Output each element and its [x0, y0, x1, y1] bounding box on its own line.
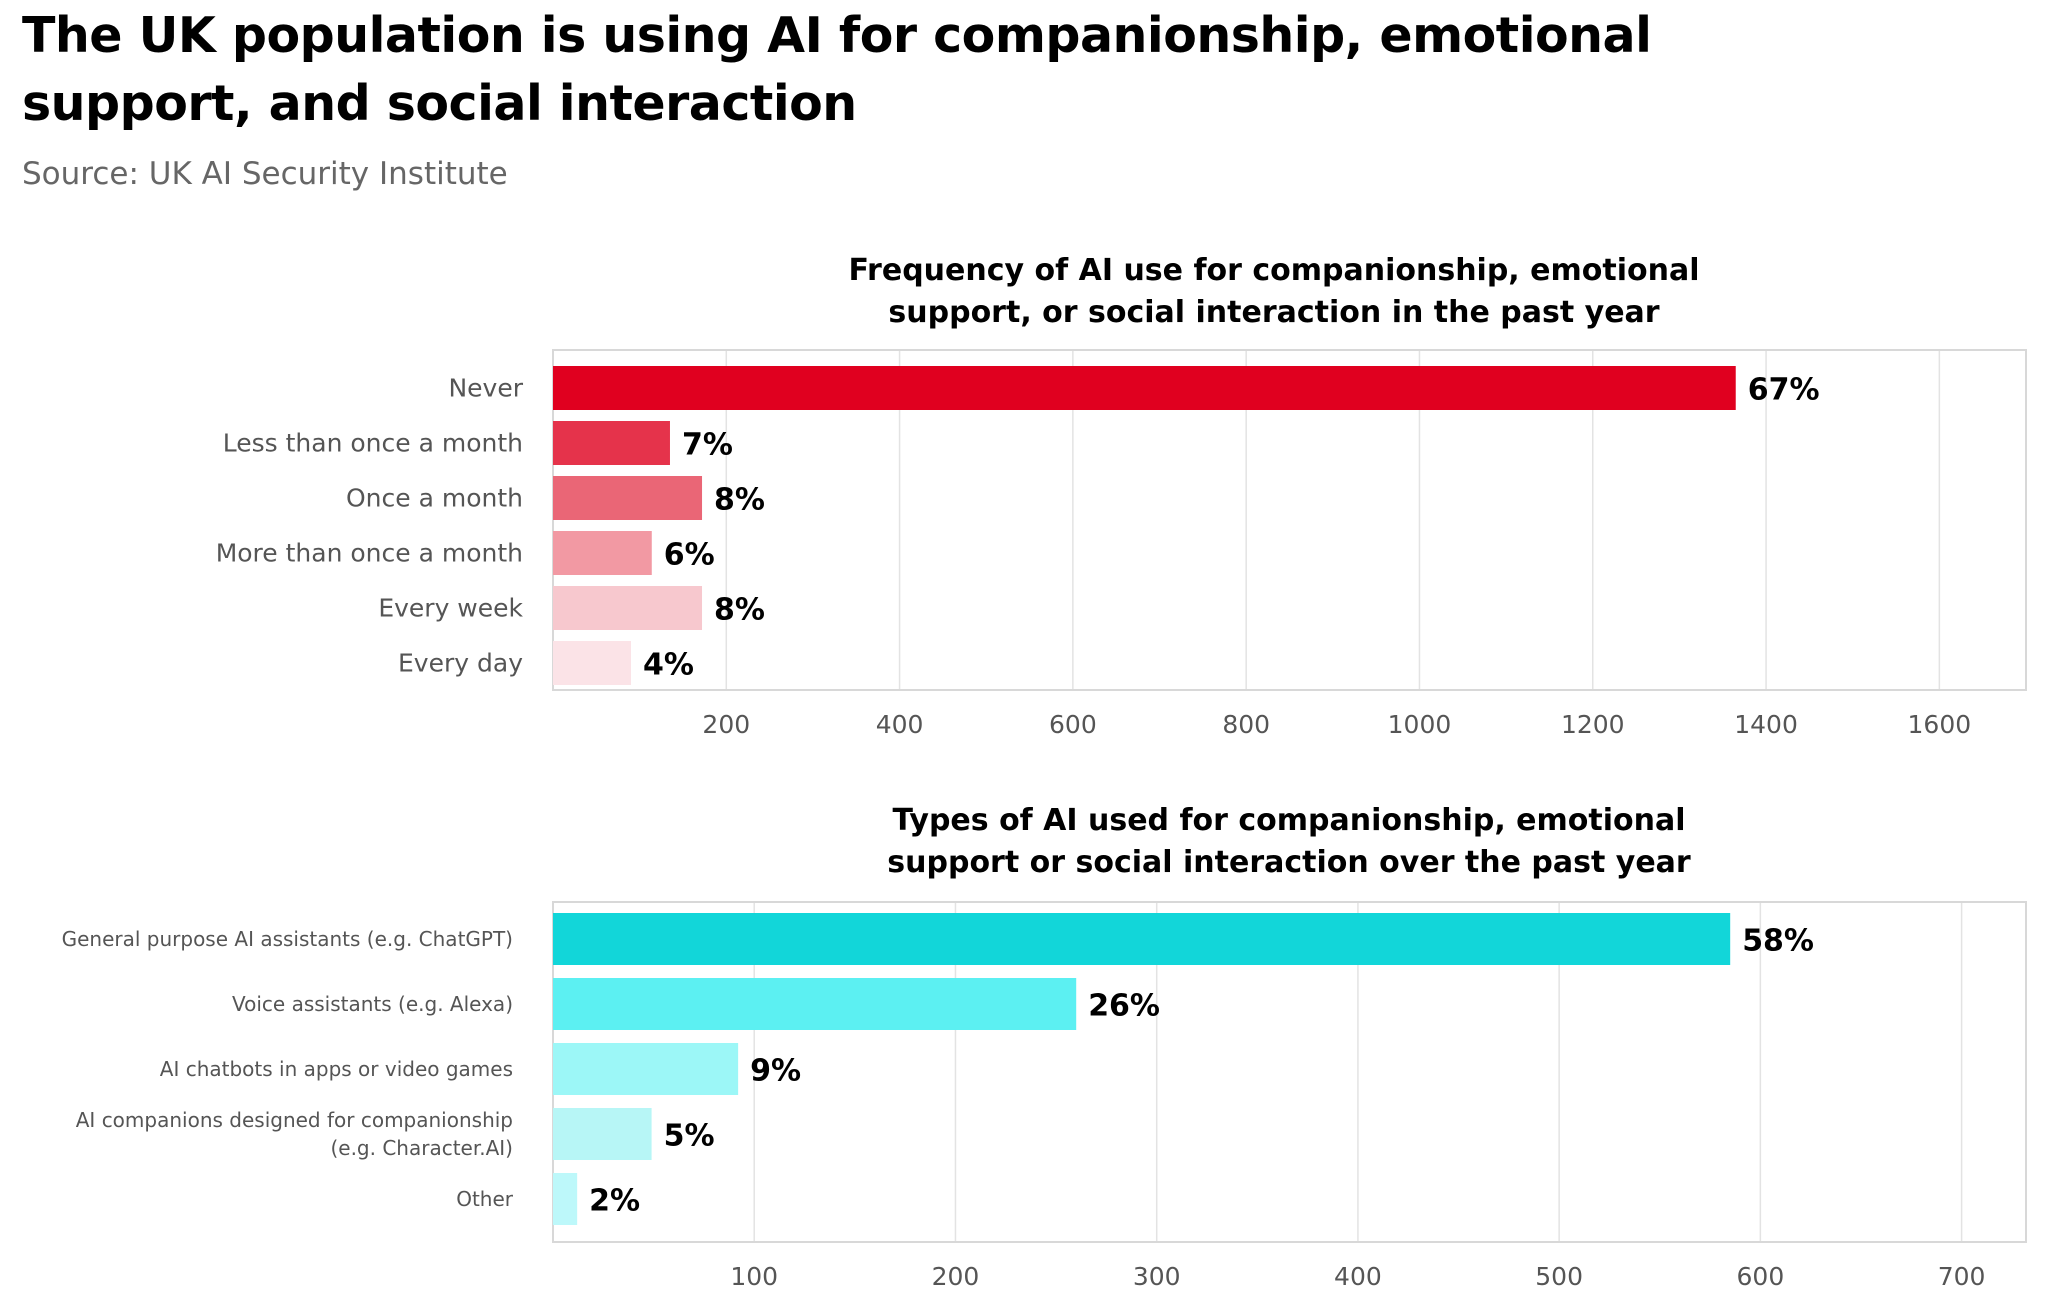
chart-1-bar-1	[553, 366, 1736, 410]
chart-2-data-label-5: 2%	[589, 1184, 640, 1219]
chart-1-title-line-1: Frequency of AI use for companionship, e…	[848, 253, 1699, 288]
chart-1-tick-label-2: 400	[876, 710, 924, 739]
chart-1-tick-label-6: 1200	[1561, 710, 1625, 739]
chart-1-tick-label-5: 1000	[1388, 710, 1452, 739]
chart-2-category-label-5: Other	[456, 1187, 514, 1211]
chart-1-category-label-4: More than once a month	[216, 539, 523, 568]
chart-1-bar-4	[553, 531, 652, 575]
chart-1-data-label-1: 67%	[1748, 373, 1820, 408]
chart-2-category-label-4-line-2: (e.g. Character.AI)	[330, 1136, 513, 1160]
chart-2-title-line-2: support or social interaction over the p…	[887, 845, 1691, 880]
chart-1-bar-6	[553, 641, 631, 685]
chart-2-category-label-1: General purpose AI assistants (e.g. Chat…	[62, 927, 513, 951]
chart-1-category-label-1: Never	[448, 374, 523, 403]
chart-1-tick-label-7: 1400	[1734, 710, 1798, 739]
chart-1-tick-label-3: 600	[1049, 710, 1097, 739]
chart-1-bar-5	[553, 586, 703, 630]
chart-2-category-label-4-line-1: AI companions designed for companionship	[76, 1108, 513, 1132]
chart-1-data-label-3: 8%	[714, 483, 765, 518]
chart-2-category-label-2: Voice assistants (e.g. Alexa)	[232, 992, 513, 1016]
chart-2-tick-label-3: 300	[1133, 1262, 1181, 1291]
chart-2-data-label-3: 9%	[750, 1054, 801, 1089]
chart-2-tick-label-1: 100	[730, 1262, 778, 1291]
chart-1-bar-2	[553, 421, 670, 465]
chart-2-bar-1	[553, 913, 1731, 965]
chart-1-category-label-2: Less than once a month	[223, 429, 523, 458]
chart-2-tick-label-7: 700	[1938, 1262, 1986, 1291]
chart-2-category-label-3: AI chatbots in apps or video games	[160, 1057, 513, 1081]
page-title: The UK population is using AI for compan…	[22, 7, 1652, 132]
chart-1-tick-label-4: 800	[1222, 710, 1270, 739]
chart-1-category-label-5: Every week	[378, 594, 523, 623]
source-note: Source: UK AI Security Institute	[22, 156, 508, 192]
chart-2-tick-label-2: 200	[932, 1262, 980, 1291]
chart-1-tick-label-1: 200	[702, 710, 750, 739]
chart-2-bar-2	[553, 978, 1077, 1030]
chart-1-data-label-4: 6%	[664, 538, 715, 573]
chart-2-data-label-1: 58%	[1742, 924, 1814, 959]
chart-1-title-line-2: support, or social interaction in the pa…	[888, 295, 1659, 330]
chart-2-bar-4	[553, 1108, 652, 1160]
chart-2-bar-3	[553, 1043, 739, 1095]
chart-2-data-label-4: 5%	[664, 1119, 715, 1154]
chart-2-title-line-1: Types of AI used for companionship, emot…	[892, 803, 1685, 838]
chart-1-category-label-3: Once a month	[346, 484, 523, 513]
chart-1-data-label-5: 8%	[714, 593, 765, 628]
chart-2-tick-label-6: 600	[1737, 1262, 1785, 1291]
chart-1-category-label-6: Every day	[398, 649, 523, 678]
chart-1-bar-3	[553, 476, 703, 520]
chart-2-data-label-2: 26%	[1088, 989, 1160, 1024]
chart-1-data-label-6: 4%	[643, 648, 694, 683]
chart-2-bar-5	[553, 1173, 578, 1225]
chart-2-tick-label-5: 500	[1535, 1262, 1583, 1291]
chart-2-tick-label-4: 400	[1334, 1262, 1382, 1291]
chart-1-tick-label-8: 1600	[1908, 710, 1972, 739]
chart-1-data-label-2: 7%	[682, 428, 733, 463]
